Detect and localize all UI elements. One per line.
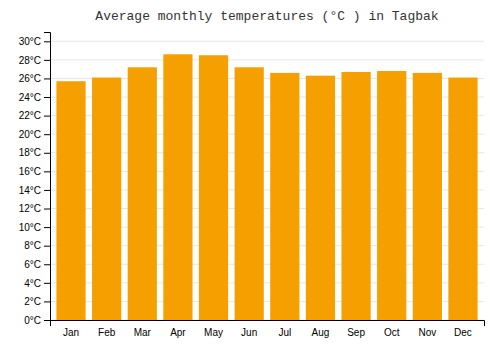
- bar: [163, 54, 192, 320]
- tick: 4°C: [24, 278, 50, 289]
- tick-mark: [44, 320, 50, 321]
- tick-label: Jun: [241, 327, 257, 338]
- tick-label: Feb: [98, 327, 116, 338]
- tick-mark: [44, 264, 50, 265]
- tick-label: Dec: [454, 327, 472, 338]
- bar: [341, 72, 370, 320]
- chart-svg: 0°C 2°C 4°C 6°C 8°C 10°C 12°C 14°C 16°C 18°C 20°C 2…: [0, 0, 500, 350]
- title: Average monthly temperatures (°C ) in Ta…: [95, 9, 438, 24]
- tick: 20°C: [19, 129, 50, 140]
- x-axis: Jan Feb Mar Apr May Jun Jul Aug Sep Oct Nov Dec: [51, 321, 485, 339]
- tick-mark: [44, 246, 50, 247]
- tick-label: 0°C: [24, 315, 41, 326]
- plot-area: 0°C 2°C 4°C 6°C 8°C 10°C 12°C 14°C 16°C 18°C 20°C 2…: [19, 33, 485, 339]
- tick-label: 4°C: [24, 278, 41, 289]
- tick-label: 8°C: [24, 240, 41, 251]
- tick-label: Sep: [347, 327, 365, 338]
- tick-label: 18°C: [19, 147, 41, 158]
- tick: Jan: [63, 327, 79, 338]
- chart-container: 0°C 2°C 4°C 6°C 8°C 10°C 12°C 14°C 16°C 18°C 20°C 2…: [0, 0, 500, 350]
- bar: [270, 73, 299, 320]
- tick-mark: [44, 301, 50, 302]
- tick: Dec: [454, 327, 472, 338]
- tick-label: 14°C: [19, 185, 41, 196]
- tick: Mar: [134, 327, 152, 338]
- tick-label: Oct: [384, 327, 400, 338]
- tick-mark: [44, 283, 50, 284]
- tick-label: 16°C: [19, 166, 41, 177]
- tick: 22°C: [19, 110, 50, 121]
- bar: [306, 76, 335, 320]
- bar: [413, 73, 442, 320]
- tick: 16°C: [19, 166, 50, 177]
- tick: 6°C: [24, 259, 50, 270]
- tick: 18°C: [19, 147, 50, 158]
- tick-label: Mar: [134, 327, 152, 338]
- bar: [448, 78, 477, 320]
- tick: Aug: [312, 327, 330, 338]
- grid-line: [50, 41, 484, 42]
- tick-mark: [44, 60, 50, 61]
- tick-mark: [44, 209, 50, 210]
- grid: [50, 41, 484, 320]
- tick: 8°C: [24, 240, 50, 251]
- tick-mark: [44, 97, 50, 98]
- tick-label: Apr: [170, 327, 186, 338]
- tick: Jul: [278, 327, 291, 338]
- tick-label: 20°C: [19, 129, 41, 140]
- tick: 0°C: [24, 315, 50, 326]
- tick: Feb: [98, 327, 116, 338]
- bar: [235, 67, 264, 320]
- tick: Apr: [170, 327, 186, 338]
- tick-label: 24°C: [19, 92, 41, 103]
- bar: [199, 55, 228, 320]
- tick-label: 10°C: [19, 222, 41, 233]
- tick-label: 28°C: [19, 55, 41, 66]
- bar: [92, 78, 121, 320]
- tick: Oct: [384, 327, 400, 338]
- tick: 12°C: [19, 203, 50, 214]
- tick-label: May: [204, 327, 223, 338]
- bar: [128, 67, 157, 320]
- tick: Jun: [241, 327, 257, 338]
- tick-label: 12°C: [19, 203, 41, 214]
- tick-mark: [44, 116, 50, 117]
- tick: 30°C: [19, 36, 50, 47]
- tick: Nov: [418, 327, 436, 338]
- tick: May: [204, 327, 223, 338]
- y-axis: 0°C 2°C 4°C 6°C 8°C 10°C 12°C 14°C 16°C 18°C 20°C 2…: [19, 33, 51, 326]
- tick-label: 22°C: [19, 110, 41, 121]
- tick: Sep: [347, 327, 365, 338]
- tick-label: 2°C: [24, 296, 41, 307]
- tick-label: Jan: [63, 327, 79, 338]
- tick-mark: [44, 227, 50, 228]
- tick-mark: [44, 41, 50, 42]
- tick: 28°C: [19, 55, 50, 66]
- tick-mark: [44, 153, 50, 154]
- tick: 14°C: [19, 185, 50, 196]
- bars: [56, 54, 477, 320]
- tick-mark: [44, 78, 50, 79]
- tick-label: 30°C: [19, 36, 41, 47]
- tick-mark: [44, 190, 50, 191]
- tick-label: Aug: [312, 327, 330, 338]
- tick-label: 26°C: [19, 73, 41, 84]
- tick-label: Nov: [418, 327, 436, 338]
- tick-mark: [44, 134, 50, 135]
- axis-line: [44, 33, 51, 321]
- bar: [56, 81, 85, 320]
- tick-label: 6°C: [24, 259, 41, 270]
- axis-line: [51, 321, 485, 327]
- tick: 24°C: [19, 92, 50, 103]
- tick-label: Jul: [278, 327, 291, 338]
- tick: 10°C: [19, 222, 50, 233]
- bar: [377, 71, 406, 320]
- tick: 26°C: [19, 73, 50, 84]
- tick-mark: [44, 171, 50, 172]
- grid-line: [50, 59, 484, 60]
- tick: 2°C: [24, 296, 50, 307]
